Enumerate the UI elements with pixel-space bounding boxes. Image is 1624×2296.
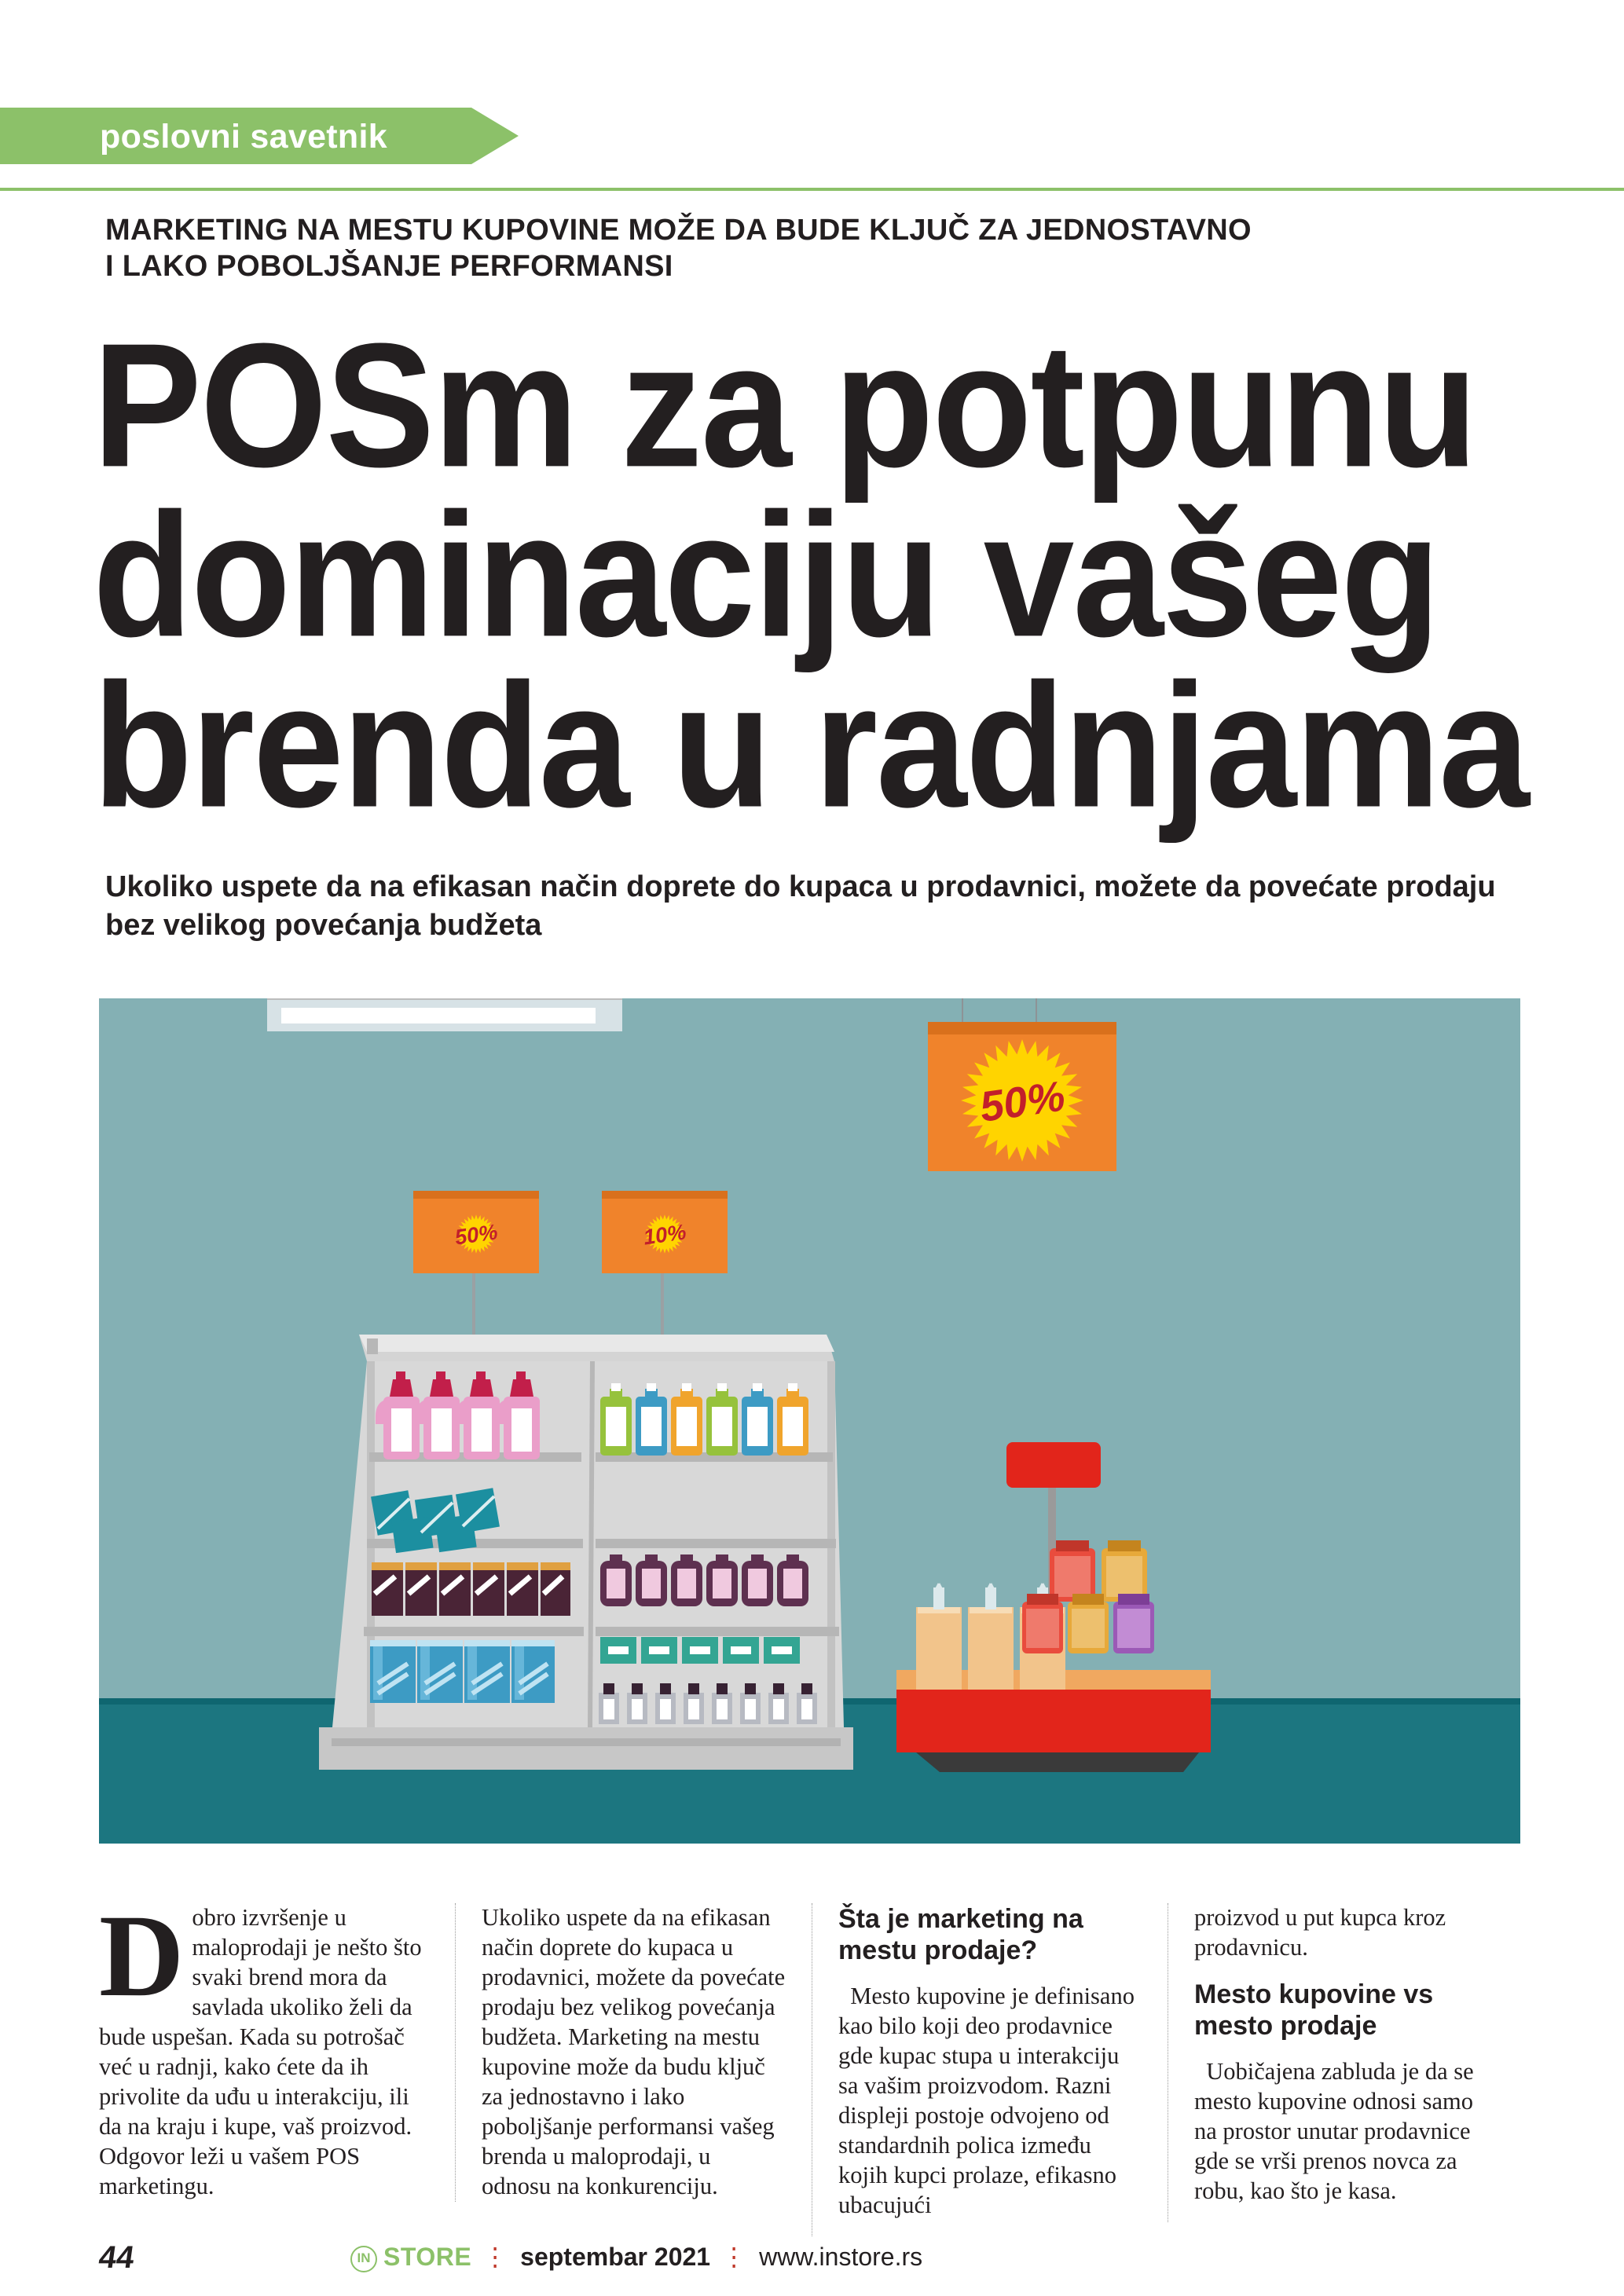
svg-text:poslovni savetnik: poslovni savetnik [100, 118, 387, 156]
